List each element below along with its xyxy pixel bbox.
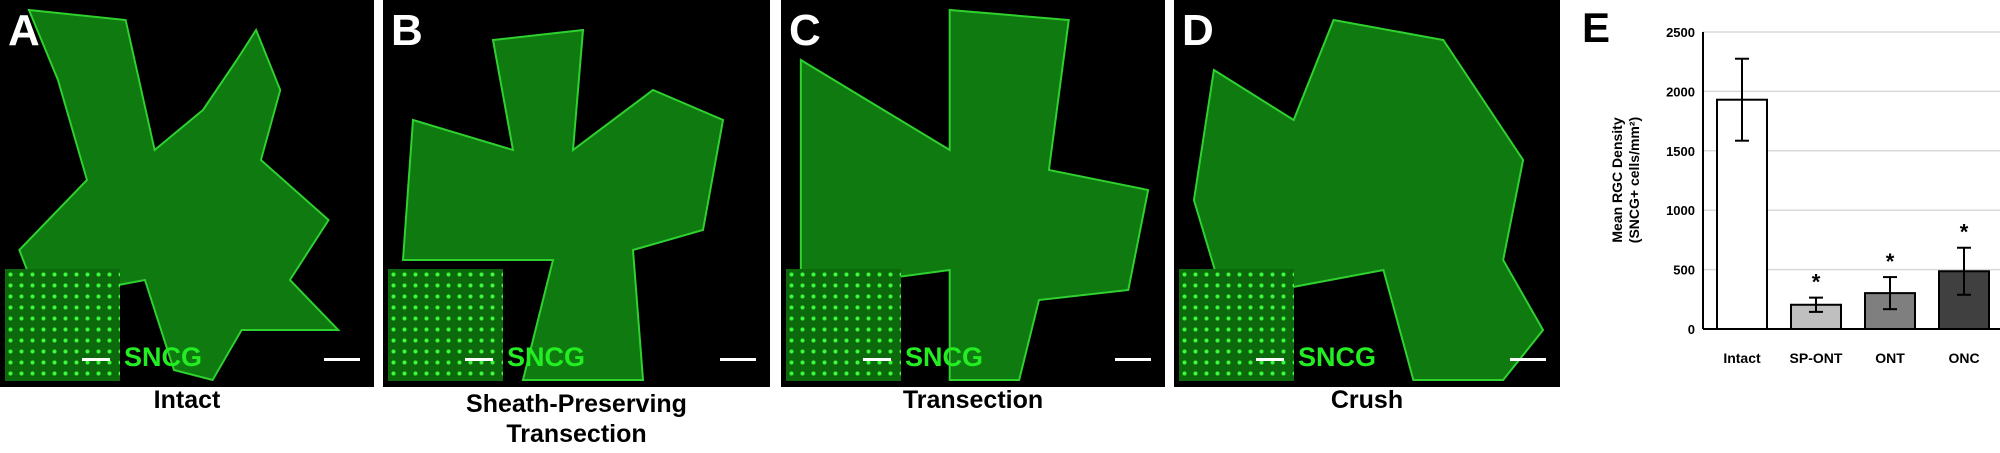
panel-d: D SNCG xyxy=(1174,0,1560,387)
inset-scale-bar xyxy=(82,358,110,361)
scale-bar xyxy=(324,358,360,361)
panel-letter-e: E xyxy=(1582,4,1610,51)
y-tick-label: 500 xyxy=(1673,263,1695,278)
magnified-inset xyxy=(1179,269,1294,381)
stain-label: SNCG xyxy=(905,342,984,372)
significance-marker: * xyxy=(1812,270,1821,295)
retina-flatmount-image xyxy=(799,8,1150,381)
y-axis-label: Mean RGC Density(SNCG+ cells/mm²) xyxy=(1609,117,1642,243)
x-tick-label: ONT xyxy=(1875,350,1905,366)
y-tick-label: 0 xyxy=(1688,322,1695,337)
panel-c: C SNCG xyxy=(781,0,1165,387)
caption-b2: Transection xyxy=(506,420,647,448)
y-tick-label: 1000 xyxy=(1666,203,1695,218)
panel-letter: A xyxy=(8,6,40,55)
significance-marker: * xyxy=(1960,220,1969,245)
x-tick-label: ONC xyxy=(1948,350,1979,366)
stain-label: SNCG xyxy=(1298,342,1377,372)
panel-a: A SNCG xyxy=(0,0,374,387)
magnified-inset xyxy=(388,269,503,381)
inset-scale-bar xyxy=(863,358,891,361)
scale-bar xyxy=(1510,358,1546,361)
stain-label: SNCG xyxy=(507,342,586,372)
panel-letter: D xyxy=(1182,6,1214,55)
retina-flatmount-image xyxy=(401,28,725,381)
panel-letter: C xyxy=(789,6,821,55)
scale-bar xyxy=(720,358,756,361)
caption-d: Crush xyxy=(1330,386,1404,414)
x-tick-label: SP-ONT xyxy=(1790,350,1843,366)
caption-c: Transection xyxy=(902,386,1044,414)
y-tick-label: 2000 xyxy=(1666,84,1695,99)
retina-tissue xyxy=(799,8,1150,381)
bar-chart: E 0 500 1000 1500 2000 2500 Mean RGC Density(SN… xyxy=(1582,4,2000,366)
y-tick-label: 1500 xyxy=(1666,144,1695,159)
caption-a: Intact xyxy=(153,386,221,414)
x-tick-label: Intact xyxy=(1723,350,1761,366)
magnified-inset xyxy=(786,269,901,381)
panel-letter: B xyxy=(391,6,423,55)
inset-scale-bar xyxy=(465,358,493,361)
caption-b: Sheath-Preserving xyxy=(466,390,687,418)
stain-label: SNCG xyxy=(124,342,203,372)
panel-b: B SNCG xyxy=(383,0,770,387)
scale-bar xyxy=(1115,358,1151,361)
magnified-inset xyxy=(5,269,120,381)
significance-marker: * xyxy=(1886,249,1895,274)
inset-scale-bar xyxy=(1256,358,1284,361)
y-tick-label: 2500 xyxy=(1666,25,1695,40)
retina-tissue xyxy=(401,28,725,381)
